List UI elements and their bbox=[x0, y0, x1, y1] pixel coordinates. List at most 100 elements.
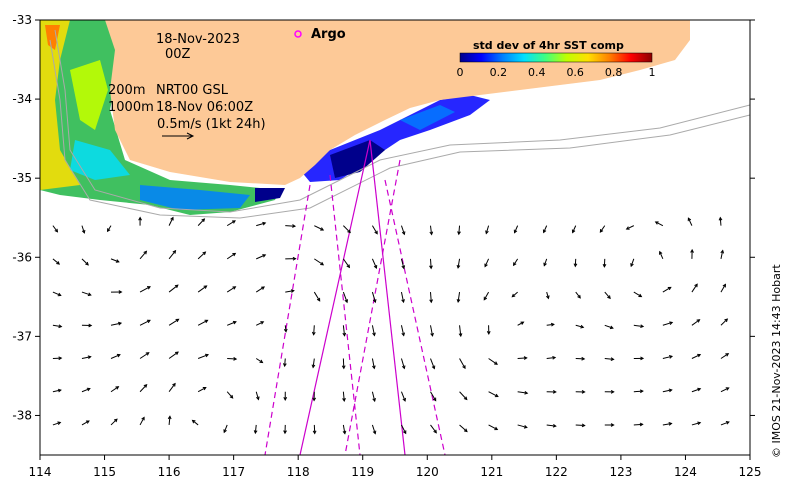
current-vector-head bbox=[577, 294, 581, 299]
current-vector-head bbox=[640, 356, 645, 361]
current-vector bbox=[546, 357, 556, 360]
current-vector-head bbox=[524, 390, 529, 395]
current-vector bbox=[517, 391, 528, 394]
current-vector bbox=[168, 416, 171, 425]
current-vector bbox=[720, 353, 729, 359]
current-vector bbox=[226, 220, 236, 227]
current-vector bbox=[110, 258, 120, 263]
current-vector bbox=[511, 291, 518, 298]
current-vector bbox=[662, 321, 673, 326]
current-vector-head bbox=[283, 328, 288, 333]
current-vector-head bbox=[696, 319, 701, 323]
current-vector-head bbox=[373, 265, 378, 270]
current-vector bbox=[197, 387, 207, 393]
current-vector-head bbox=[85, 420, 90, 424]
current-vector-head bbox=[523, 356, 528, 360]
current-vector-head bbox=[57, 388, 62, 393]
current-vector-head bbox=[552, 423, 557, 428]
current-vector bbox=[517, 357, 527, 360]
colorbar-bar bbox=[459, 52, 653, 63]
current-vector-head bbox=[610, 389, 615, 394]
current-vector-head bbox=[87, 355, 92, 360]
current-vector bbox=[371, 325, 375, 336]
scale-label: 0.5m/s (1kt 24h) bbox=[157, 117, 266, 132]
current-vector bbox=[575, 291, 581, 299]
current-vector bbox=[139, 251, 147, 260]
current-vector-head bbox=[580, 324, 585, 329]
current-vector bbox=[284, 358, 286, 367]
current-vector-head bbox=[694, 283, 698, 288]
current-vector-head bbox=[292, 224, 297, 228]
current-vector bbox=[543, 225, 548, 233]
current-vector-head bbox=[610, 423, 615, 427]
current-vector bbox=[604, 291, 611, 299]
current-vector bbox=[457, 258, 461, 268]
current-vector-head bbox=[431, 365, 436, 370]
current-vector bbox=[168, 217, 174, 226]
current-vector bbox=[342, 258, 350, 268]
current-vector bbox=[633, 291, 642, 297]
current-vector bbox=[226, 391, 234, 399]
current-vector-head bbox=[722, 283, 726, 288]
current-vector bbox=[342, 391, 345, 401]
current-vector bbox=[110, 418, 118, 426]
credit-label: © IMOS 21-Nov-2023 14:43 Hobart bbox=[770, 264, 783, 458]
argo-marker-icon bbox=[294, 30, 302, 38]
current-vector bbox=[543, 258, 548, 266]
current-vector-head bbox=[170, 216, 174, 221]
current-vector bbox=[256, 222, 266, 227]
current-vector-head bbox=[88, 323, 93, 328]
colorbar: std dev of 4hr SST comp 0 0.2 0.4 0.6 0.8 1 bbox=[457, 39, 656, 79]
current-vector bbox=[52, 324, 62, 328]
current-vector bbox=[256, 321, 264, 326]
current-vector bbox=[168, 383, 176, 393]
current-vector bbox=[256, 254, 266, 260]
current-vector bbox=[255, 391, 259, 400]
current-vector-head bbox=[430, 332, 434, 337]
current-vector bbox=[314, 225, 324, 231]
current-vector bbox=[81, 388, 91, 393]
current-vector-head bbox=[260, 321, 265, 325]
lat-tick-label: -36 bbox=[12, 250, 32, 264]
current-vector-head bbox=[115, 386, 120, 390]
current-vector-head bbox=[174, 284, 179, 289]
current-vector-head bbox=[175, 351, 179, 355]
argo-legend-label: Argo bbox=[311, 27, 346, 42]
current-vector-head bbox=[658, 250, 663, 255]
current-vector-head bbox=[401, 332, 406, 337]
current-vector bbox=[655, 221, 664, 227]
current-vector-head bbox=[639, 389, 644, 394]
current-vector-head bbox=[141, 416, 145, 421]
current-vector bbox=[459, 391, 468, 400]
current-vector-head bbox=[262, 254, 267, 258]
current-vector bbox=[81, 225, 85, 234]
current-vector-head bbox=[542, 229, 547, 234]
current-vector-head bbox=[223, 429, 227, 434]
current-vector bbox=[662, 389, 672, 393]
current-vector bbox=[110, 354, 121, 359]
current-vector bbox=[197, 285, 207, 293]
current-vector bbox=[197, 218, 205, 226]
sst-field bbox=[40, 20, 490, 215]
current-vector-head bbox=[138, 216, 142, 221]
current-vector bbox=[197, 319, 208, 326]
current-vector bbox=[546, 291, 549, 299]
current-vector-head bbox=[374, 230, 378, 235]
current-vector-head bbox=[511, 293, 516, 298]
current-vector bbox=[430, 358, 435, 369]
current-vector bbox=[371, 391, 376, 402]
lon-tick-label: 115 bbox=[93, 465, 116, 479]
current-vector bbox=[575, 424, 585, 427]
current-vector-head bbox=[58, 356, 63, 361]
current-vector bbox=[662, 422, 672, 426]
current-vector-head bbox=[630, 263, 634, 268]
current-vector bbox=[81, 356, 91, 359]
current-vector bbox=[430, 391, 437, 401]
current-vector bbox=[633, 324, 644, 328]
colorbar-tick-label: 0.6 bbox=[566, 66, 584, 79]
current-vector-head bbox=[402, 397, 406, 402]
current-vector bbox=[371, 358, 375, 369]
current-vector-head bbox=[456, 264, 461, 269]
current-vector bbox=[371, 291, 376, 303]
current-vector-head bbox=[312, 430, 317, 435]
